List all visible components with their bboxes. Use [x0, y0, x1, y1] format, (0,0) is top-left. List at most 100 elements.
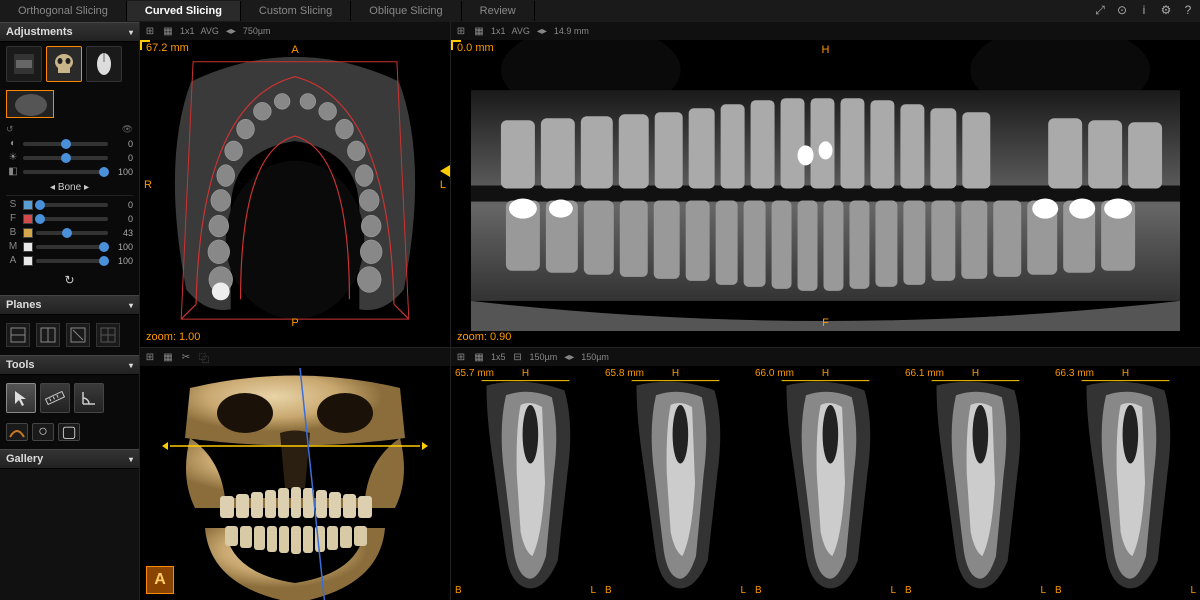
render3d-image — [140, 366, 450, 600]
orient-l: L — [740, 585, 746, 596]
snapshot-icon[interactable]: ▦ — [162, 351, 174, 363]
cut-icon[interactable]: ✂ — [180, 351, 192, 363]
tool-angle-icon[interactable] — [74, 383, 104, 413]
tool-extra2-icon[interactable]: ▢ — [58, 423, 80, 441]
mode-3d-icon[interactable] — [46, 46, 82, 82]
tissue-m-label: M — [6, 241, 20, 252]
tissue-select[interactable]: ◂ Bone ▸ — [6, 180, 133, 196]
layout-icon[interactable]: ⊞ — [455, 25, 467, 37]
layout-label: 1x1 — [491, 26, 506, 36]
tissue-m-slider[interactable] — [36, 245, 108, 249]
snapshot-icon[interactable]: ▦ — [473, 351, 485, 363]
render3d-pane[interactable]: ⊞ ▦ ✂ ⿻ A — [140, 348, 450, 600]
help-icon[interactable]: ? — [1180, 2, 1196, 18]
tissue-f-swatch[interactable] — [23, 214, 33, 224]
cross-slice[interactable]: 65.8 mm H B L — [601, 366, 750, 600]
tissue-f-slider[interactable] — [36, 217, 108, 221]
tab-review[interactable]: Review — [462, 1, 535, 21]
reset-icon[interactable]: ↺ — [6, 124, 14, 135]
plane-sagittal-icon[interactable] — [66, 323, 90, 347]
step-icon[interactable]: ◂▸ — [563, 351, 575, 363]
tissue-b-slider[interactable] — [36, 231, 108, 235]
contrast-value: 0 — [111, 139, 133, 149]
tissue-s-swatch[interactable] — [23, 200, 33, 210]
thickness-icon[interactable]: ◂▸ — [536, 25, 548, 37]
mode-mpr-icon[interactable] — [6, 46, 42, 82]
render3d-toolbar: ⊞ ▦ ✂ ⿻ — [140, 348, 450, 366]
tool-ruler-icon[interactable] — [40, 383, 70, 413]
preview-thumbnail[interactable] — [6, 90, 54, 118]
tissue-m-swatch[interactable] — [23, 242, 33, 252]
orient-h: H — [672, 368, 679, 379]
contrast-slider[interactable] — [23, 142, 108, 146]
tissue-a-swatch[interactable] — [23, 256, 33, 266]
tissue-a-value: 100 — [111, 256, 133, 266]
layout-icon[interactable]: ⊞ — [455, 351, 467, 363]
panel-planes-header[interactable]: Planes▾ — [0, 295, 139, 315]
orient-h: H — [822, 44, 830, 56]
cross-toolbar: ⊞ ▦ 1x5 ⊟ 150µm ◂▸ 150µm — [451, 348, 1200, 366]
plane-coronal-icon[interactable] — [36, 323, 60, 347]
panel-adjustments-header[interactable]: Adjustments▾ — [0, 22, 139, 42]
caret-icon: ▾ — [129, 361, 133, 370]
cross-slice[interactable]: 66.0 mm H B L — [751, 366, 900, 600]
tissue-b-swatch[interactable] — [23, 228, 33, 238]
refresh-button[interactable]: ↻ — [6, 269, 133, 291]
cross-slice[interactable]: 66.3 mm H B L — [1051, 366, 1200, 600]
tool-pointer-icon[interactable] — [6, 383, 36, 413]
slice-mm: 65.7 mm — [455, 368, 494, 379]
layout-icon[interactable]: ⊞ — [144, 351, 156, 363]
orient-p: P — [291, 317, 298, 329]
visibility-icon[interactable]: 👁 — [122, 124, 133, 135]
orient-f: F — [822, 317, 829, 329]
tissue-a-slider[interactable] — [36, 259, 108, 263]
fullscreen-icon[interactable]: ⤢ — [1092, 2, 1108, 18]
settings-icon[interactable]: ⚙ — [1158, 2, 1174, 18]
mode-mouse-icon[interactable] — [86, 46, 122, 82]
tab-custom[interactable]: Custom Slicing — [241, 1, 351, 21]
plane-grid-icon[interactable] — [96, 323, 120, 347]
tissue-s-label: S — [6, 199, 20, 210]
tissue-s-value: 0 — [111, 200, 133, 210]
slice-marker[interactable] — [440, 165, 450, 177]
info-icon[interactable]: i — [1136, 2, 1152, 18]
brightness-slider[interactable] — [23, 156, 108, 160]
cross-slice[interactable]: 66.1 mm H B L — [901, 366, 1050, 600]
thickness-icon[interactable]: ◂▸ — [225, 25, 237, 37]
slice-mm: 66.0 mm — [755, 368, 794, 379]
cross-slice[interactable]: 65.7 mm H B L — [451, 366, 600, 600]
orient-b: B — [905, 585, 912, 596]
mode-label[interactable]: AVG — [512, 26, 530, 36]
orient-b: B — [455, 585, 462, 596]
thickness-icon[interactable]: ⊟ — [512, 351, 524, 363]
panel-gallery-header[interactable]: Gallery▾ — [0, 449, 139, 469]
panel-tools-title: Tools — [6, 359, 35, 371]
target-icon[interactable]: ⊙ — [1114, 2, 1130, 18]
opacity-slider[interactable] — [23, 170, 108, 174]
axial-pane[interactable]: ⊞ ▦ 1x1 AVG ◂▸ 750µm 67.2 mm A P R L zoo… — [140, 22, 450, 347]
pano-zoom: zoom: 0.90 — [457, 331, 511, 343]
orient-l: L — [1190, 585, 1196, 596]
snapshot-icon[interactable]: ▦ — [473, 25, 485, 37]
orientation-badge[interactable]: A — [146, 566, 174, 594]
opacity-value: 100 — [111, 167, 133, 177]
orient-h: H — [822, 368, 829, 379]
tab-oblique[interactable]: Oblique Slicing — [351, 1, 461, 21]
tool-extra1-icon[interactable]: ○ — [32, 423, 54, 441]
caret-icon: ▾ — [129, 455, 133, 464]
copy-icon[interactable]: ⿻ — [198, 351, 210, 363]
tool-arch-icon[interactable] — [6, 423, 28, 441]
plane-axial-icon[interactable] — [6, 323, 30, 347]
panel-tools-header[interactable]: Tools ▾ — [0, 355, 139, 375]
panoramic-image — [451, 40, 1200, 331]
tab-orthogonal[interactable]: Orthogonal Slicing — [0, 1, 127, 21]
cross-section-pane[interactable]: ⊞ ▦ 1x5 ⊟ 150µm ◂▸ 150µm 65.7 mm H B L 6… — [451, 348, 1200, 600]
snapshot-icon[interactable]: ▦ — [162, 25, 174, 37]
tissue-b-label: B — [6, 227, 20, 238]
panoramic-pane[interactable]: ⊞ ▦ 1x1 AVG ◂▸ 14.9 mm 0.0 mm H F zoom: … — [451, 22, 1200, 347]
mode-label[interactable]: AVG — [201, 26, 219, 36]
tab-curved[interactable]: Curved Slicing — [127, 1, 241, 21]
layout-icon[interactable]: ⊞ — [144, 25, 156, 37]
tissue-s-slider[interactable] — [36, 203, 108, 207]
tissue-f-value: 0 — [111, 214, 133, 224]
